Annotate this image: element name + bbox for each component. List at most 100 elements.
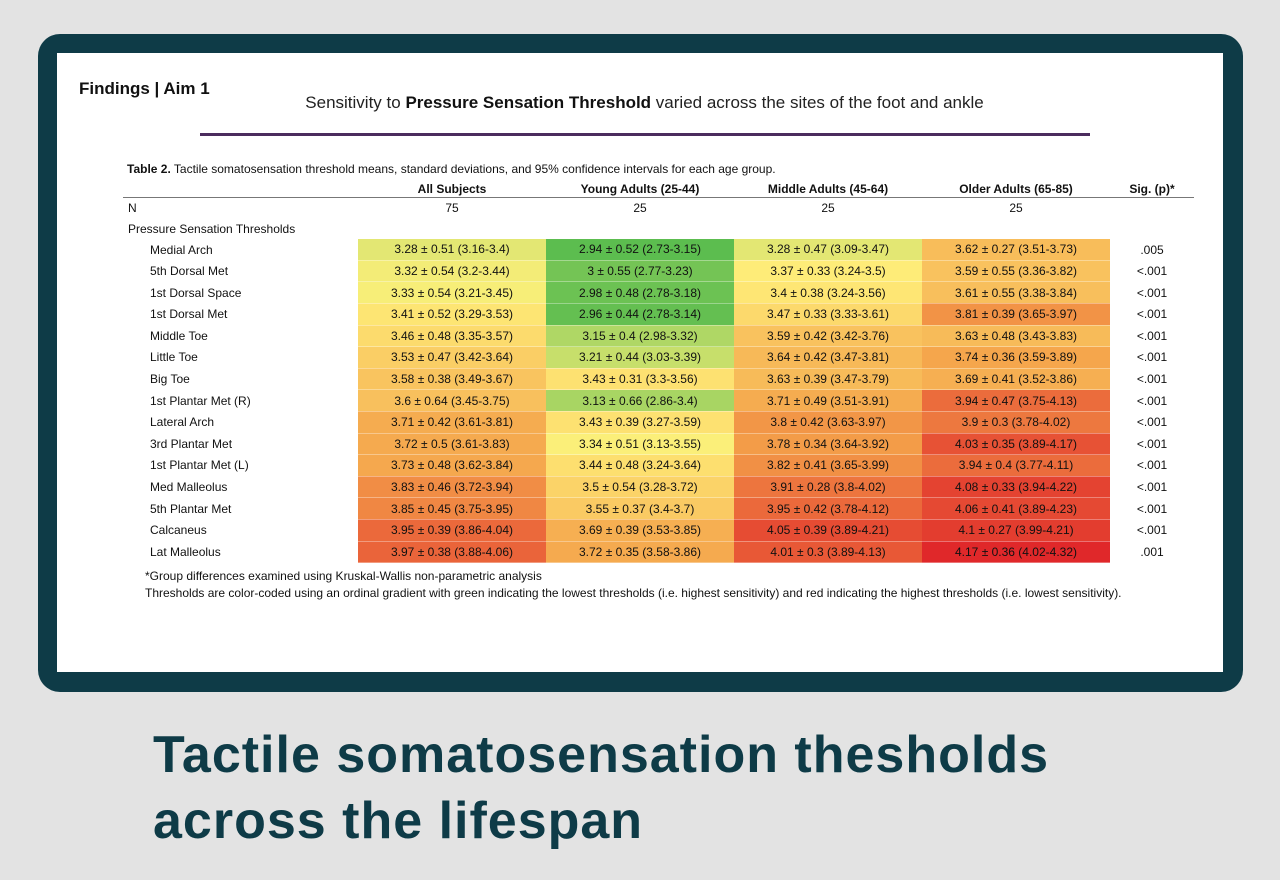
site-label: Medial Arch xyxy=(150,242,213,257)
sig-value: <.001 xyxy=(1136,393,1168,408)
threshold-cell: 3.28 ± 0.51 (3.16-3.4) xyxy=(358,239,546,261)
threshold-cell: 3.63 ± 0.48 (3.43-3.83) xyxy=(922,325,1110,348)
slide: Findings | Aim 1 Sensitivity to Pressure… xyxy=(57,53,1223,672)
footnote-1: *Group differences examined using Kruska… xyxy=(145,569,542,583)
threshold-cell: 3.55 ± 0.37 (3.4-3.7) xyxy=(546,497,734,520)
n-value xyxy=(1110,198,1194,219)
threshold-cell: 3.34 ± 0.51 (3.13-3.55) xyxy=(546,433,734,456)
threshold-cell: 3.69 ± 0.39 (3.53-3.85) xyxy=(546,519,734,542)
sig-value: <.001 xyxy=(1136,415,1168,430)
threshold-cell: 3.74 ± 0.36 (3.59-3.89) xyxy=(922,346,1110,369)
threshold-cell: 3.33 ± 0.54 (3.21-3.45) xyxy=(358,281,546,304)
findings-label: Findings | Aim 1 xyxy=(79,79,210,98)
sig-value: <.001 xyxy=(1136,436,1168,451)
threshold-cell: 3.71 ± 0.49 (3.51-3.91) xyxy=(734,389,922,412)
header-middle-adults: Middle Adults (45-64) xyxy=(734,180,922,198)
n-value: 25 xyxy=(633,201,647,216)
threshold-cell: 3.72 ± 0.35 (3.58-3.86) xyxy=(546,541,734,564)
threshold-cell: 3.94 ± 0.4 (3.77-4.11) xyxy=(922,454,1110,477)
threshold-cell: 3.9 ± 0.3 (3.78-4.02) xyxy=(922,411,1110,434)
threshold-cell: 4.01 ± 0.3 (3.89-4.13) xyxy=(734,541,922,564)
page-title: Tactile somatosensation thesholds across… xyxy=(153,722,1049,854)
threshold-cell: 2.94 ± 0.52 (2.73-3.15) xyxy=(546,239,734,261)
threshold-cell: 3.46 ± 0.48 (3.35-3.57) xyxy=(358,325,546,348)
threshold-cell: 3.44 ± 0.48 (3.24-3.64) xyxy=(546,454,734,477)
threshold-cell: 3.85 ± 0.45 (3.75-3.95) xyxy=(358,497,546,520)
threshold-cell: 3.37 ± 0.33 (3.24-3.5) xyxy=(734,260,922,283)
threshold-cell: 3.78 ± 0.34 (3.64-3.92) xyxy=(734,433,922,456)
threshold-cell: 3.15 ± 0.4 (2.98-3.32) xyxy=(546,325,734,348)
threshold-cell: 2.98 ± 0.48 (2.78-3.18) xyxy=(546,281,734,304)
n-value: 25 xyxy=(821,201,835,216)
sig-value: <.001 xyxy=(1136,501,1168,516)
site-label: 1st Plantar Met (L) xyxy=(150,458,249,473)
sig-value: <.001 xyxy=(1136,285,1168,300)
threshold-cell: 3.21 ± 0.44 (3.03-3.39) xyxy=(546,346,734,369)
threshold-cell: 4.1 ± 0.27 (3.99-4.21) xyxy=(922,519,1110,542)
header-all-subjects: All Subjects xyxy=(358,180,546,198)
threshold-cell: 3.69 ± 0.41 (3.52-3.86) xyxy=(922,368,1110,391)
table-row: Calcaneus 3.95 ± 0.39 (3.86-4.04) 3.69 ± 0… xyxy=(123,519,1194,542)
threshold-cell: 3.53 ± 0.47 (3.42-3.64) xyxy=(358,346,546,369)
subtitle-bold: Pressure Sensation Threshold xyxy=(405,93,652,112)
title-line-1: Tactile somatosensation thesholds xyxy=(153,726,1050,784)
caption-bold: Table 2. xyxy=(127,162,171,176)
table-row: Lateral Arch 3.71 ± 0.42 (3.61-3.81) 3.43 … xyxy=(123,411,1194,434)
table-row: Little Toe 3.53 ± 0.47 (3.42-3.64) 3.21 ± … xyxy=(123,346,1194,369)
table-row: Middle Toe 3.46 ± 0.48 (3.35-3.57) 3.15 ± … xyxy=(123,325,1194,348)
threshold-cell: 3.5 ± 0.54 (3.28-3.72) xyxy=(546,476,734,499)
sig-value: <.001 xyxy=(1136,458,1168,473)
n-value: 25 xyxy=(1009,201,1023,216)
threshold-cell: 3.43 ± 0.31 (3.3-3.56) xyxy=(546,368,734,391)
table-row: 1st Dorsal Met 3.41 ± 0.52 (3.29-3.53) 2.9… xyxy=(123,303,1194,326)
threshold-cell: 3.28 ± 0.47 (3.09-3.47) xyxy=(734,239,922,261)
header-sig: Sig. (p)* xyxy=(1110,180,1194,198)
table-row: 5th Plantar Met 3.85 ± 0.45 (3.75-3.95) 3.… xyxy=(123,497,1194,520)
threshold-cell: 3.43 ± 0.39 (3.27-3.59) xyxy=(546,411,734,434)
table-row: 1st Dorsal Space 3.33 ± 0.54 (3.21-3.45) 2… xyxy=(123,281,1194,304)
site-label: Big Toe xyxy=(150,372,190,387)
divider-rule xyxy=(200,133,1090,136)
table-caption: Table 2. Tactile somatosensation thresho… xyxy=(127,162,776,176)
subtitle-post: varied across the sites of the foot and … xyxy=(651,93,984,112)
site-label: Lat Malleolus xyxy=(150,544,221,559)
site-label: Calcaneus xyxy=(150,523,207,538)
threshold-cell: 3.32 ± 0.54 (3.2-3.44) xyxy=(358,260,546,283)
threshold-cell: 3.71 ± 0.42 (3.61-3.81) xyxy=(358,411,546,434)
site-label: 1st Plantar Met (R) xyxy=(150,393,251,408)
site-label: 3rd Plantar Met xyxy=(150,436,233,451)
sig-value: .005 xyxy=(1140,242,1164,257)
site-label: 5th Dorsal Met xyxy=(150,264,229,279)
table-row: 1st Plantar Met (R) 3.6 ± 0.64 (3.45-3.75… xyxy=(123,389,1194,412)
threshold-table: All Subjects Young Adults (25-44) Middle… xyxy=(123,180,1194,564)
section-label: Pressure Sensation Thresholds xyxy=(128,221,296,236)
threshold-cell: 3.97 ± 0.38 (3.88-4.06) xyxy=(358,541,546,564)
threshold-cell: 2.96 ± 0.44 (2.78-3.14) xyxy=(546,303,734,326)
threshold-cell: 3.81 ± 0.39 (3.65-3.97) xyxy=(922,303,1110,326)
threshold-cell: 3.83 ± 0.46 (3.72-3.94) xyxy=(358,476,546,499)
table-row: 3rd Plantar Met 3.72 ± 0.5 (3.61-3.83) 3.3… xyxy=(123,433,1194,456)
section-row: Pressure Sensation Thresholds xyxy=(123,219,1194,240)
caption-text: Tactile somatosensation threshold means,… xyxy=(170,162,776,176)
threshold-cell: 3.41 ± 0.52 (3.29-3.53) xyxy=(358,303,546,326)
threshold-cell: 3.61 ± 0.55 (3.38-3.84) xyxy=(922,281,1110,304)
title-line-2: across the lifespan xyxy=(153,792,644,850)
slide-subtitle: Sensitivity to Pressure Sensation Thresh… xyxy=(57,93,1232,113)
threshold-cell: 4.17 ± 0.36 (4.02-4.32) xyxy=(922,541,1110,564)
site-label: Med Malleolus xyxy=(150,480,228,495)
footnote-2: Thresholds are color-coded using an ordi… xyxy=(145,586,1122,600)
footnotes: *Group differences examined using Kruska… xyxy=(145,568,1155,602)
threshold-cell: 3.58 ± 0.38 (3.49-3.67) xyxy=(358,368,546,391)
site-label: 1st Dorsal Space xyxy=(150,285,242,300)
threshold-cell: 3.47 ± 0.33 (3.33-3.61) xyxy=(734,303,922,326)
threshold-cell: 3.72 ± 0.5 (3.61-3.83) xyxy=(358,433,546,456)
threshold-cell: 3.95 ± 0.39 (3.86-4.04) xyxy=(358,519,546,542)
table-row: 5th Dorsal Met 3.32 ± 0.54 (3.2-3.44) 3 ± … xyxy=(123,260,1194,283)
sig-value: <.001 xyxy=(1136,350,1168,365)
threshold-cell: 3.94 ± 0.47 (3.75-4.13) xyxy=(922,389,1110,412)
threshold-cell: 3.4 ± 0.38 (3.24-3.56) xyxy=(734,281,922,304)
table-row: Lat Malleolus 3.97 ± 0.38 (3.88-4.06) 3.72… xyxy=(123,541,1194,564)
threshold-cell: 3.8 ± 0.42 (3.63-3.97) xyxy=(734,411,922,434)
sig-value: <.001 xyxy=(1136,372,1168,387)
threshold-cell: 3.82 ± 0.41 (3.65-3.99) xyxy=(734,454,922,477)
